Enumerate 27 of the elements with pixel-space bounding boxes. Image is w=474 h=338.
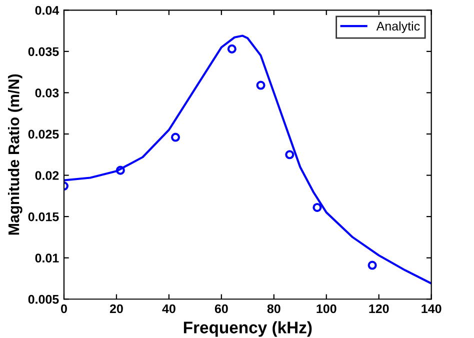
y-tick-label: 0.015 [28,212,59,222]
x-tick-label: 60 [214,304,228,314]
point [312,202,322,212]
y-tick-label: 0.035 [28,47,59,56]
y-tick-label: 0.04 [35,6,60,15]
point [285,150,294,160]
y-tick-label: 0.03 [35,88,59,98]
x-tick-label: 80 [267,304,280,314]
y-tick-label: 0.01 [35,254,59,262]
x-tick-label: 100 [316,304,336,314]
y-axis-title: Magnitude Ratio (m/N) [8,74,22,235]
y-tick-label: 0.02 [35,171,59,180]
point [170,132,180,142]
x-tick-label: 120 [369,304,389,314]
point [116,166,125,175]
x-tick-label: 20 [110,304,123,314]
x-tick-label: 140 [422,304,442,314]
line-series [64,34,432,284]
x-tick-label: 40 [162,304,176,314]
point [368,260,377,270]
legend-label: Analytic [376,21,420,34]
y-tick-label: 0.025 [28,130,59,139]
y-tick-label: 0.005 [28,294,59,304]
x-axis-title: Frequency (kHz) [184,321,312,337]
point [256,80,266,90]
x-tick-label: 0 [61,304,67,314]
point [227,44,236,54]
